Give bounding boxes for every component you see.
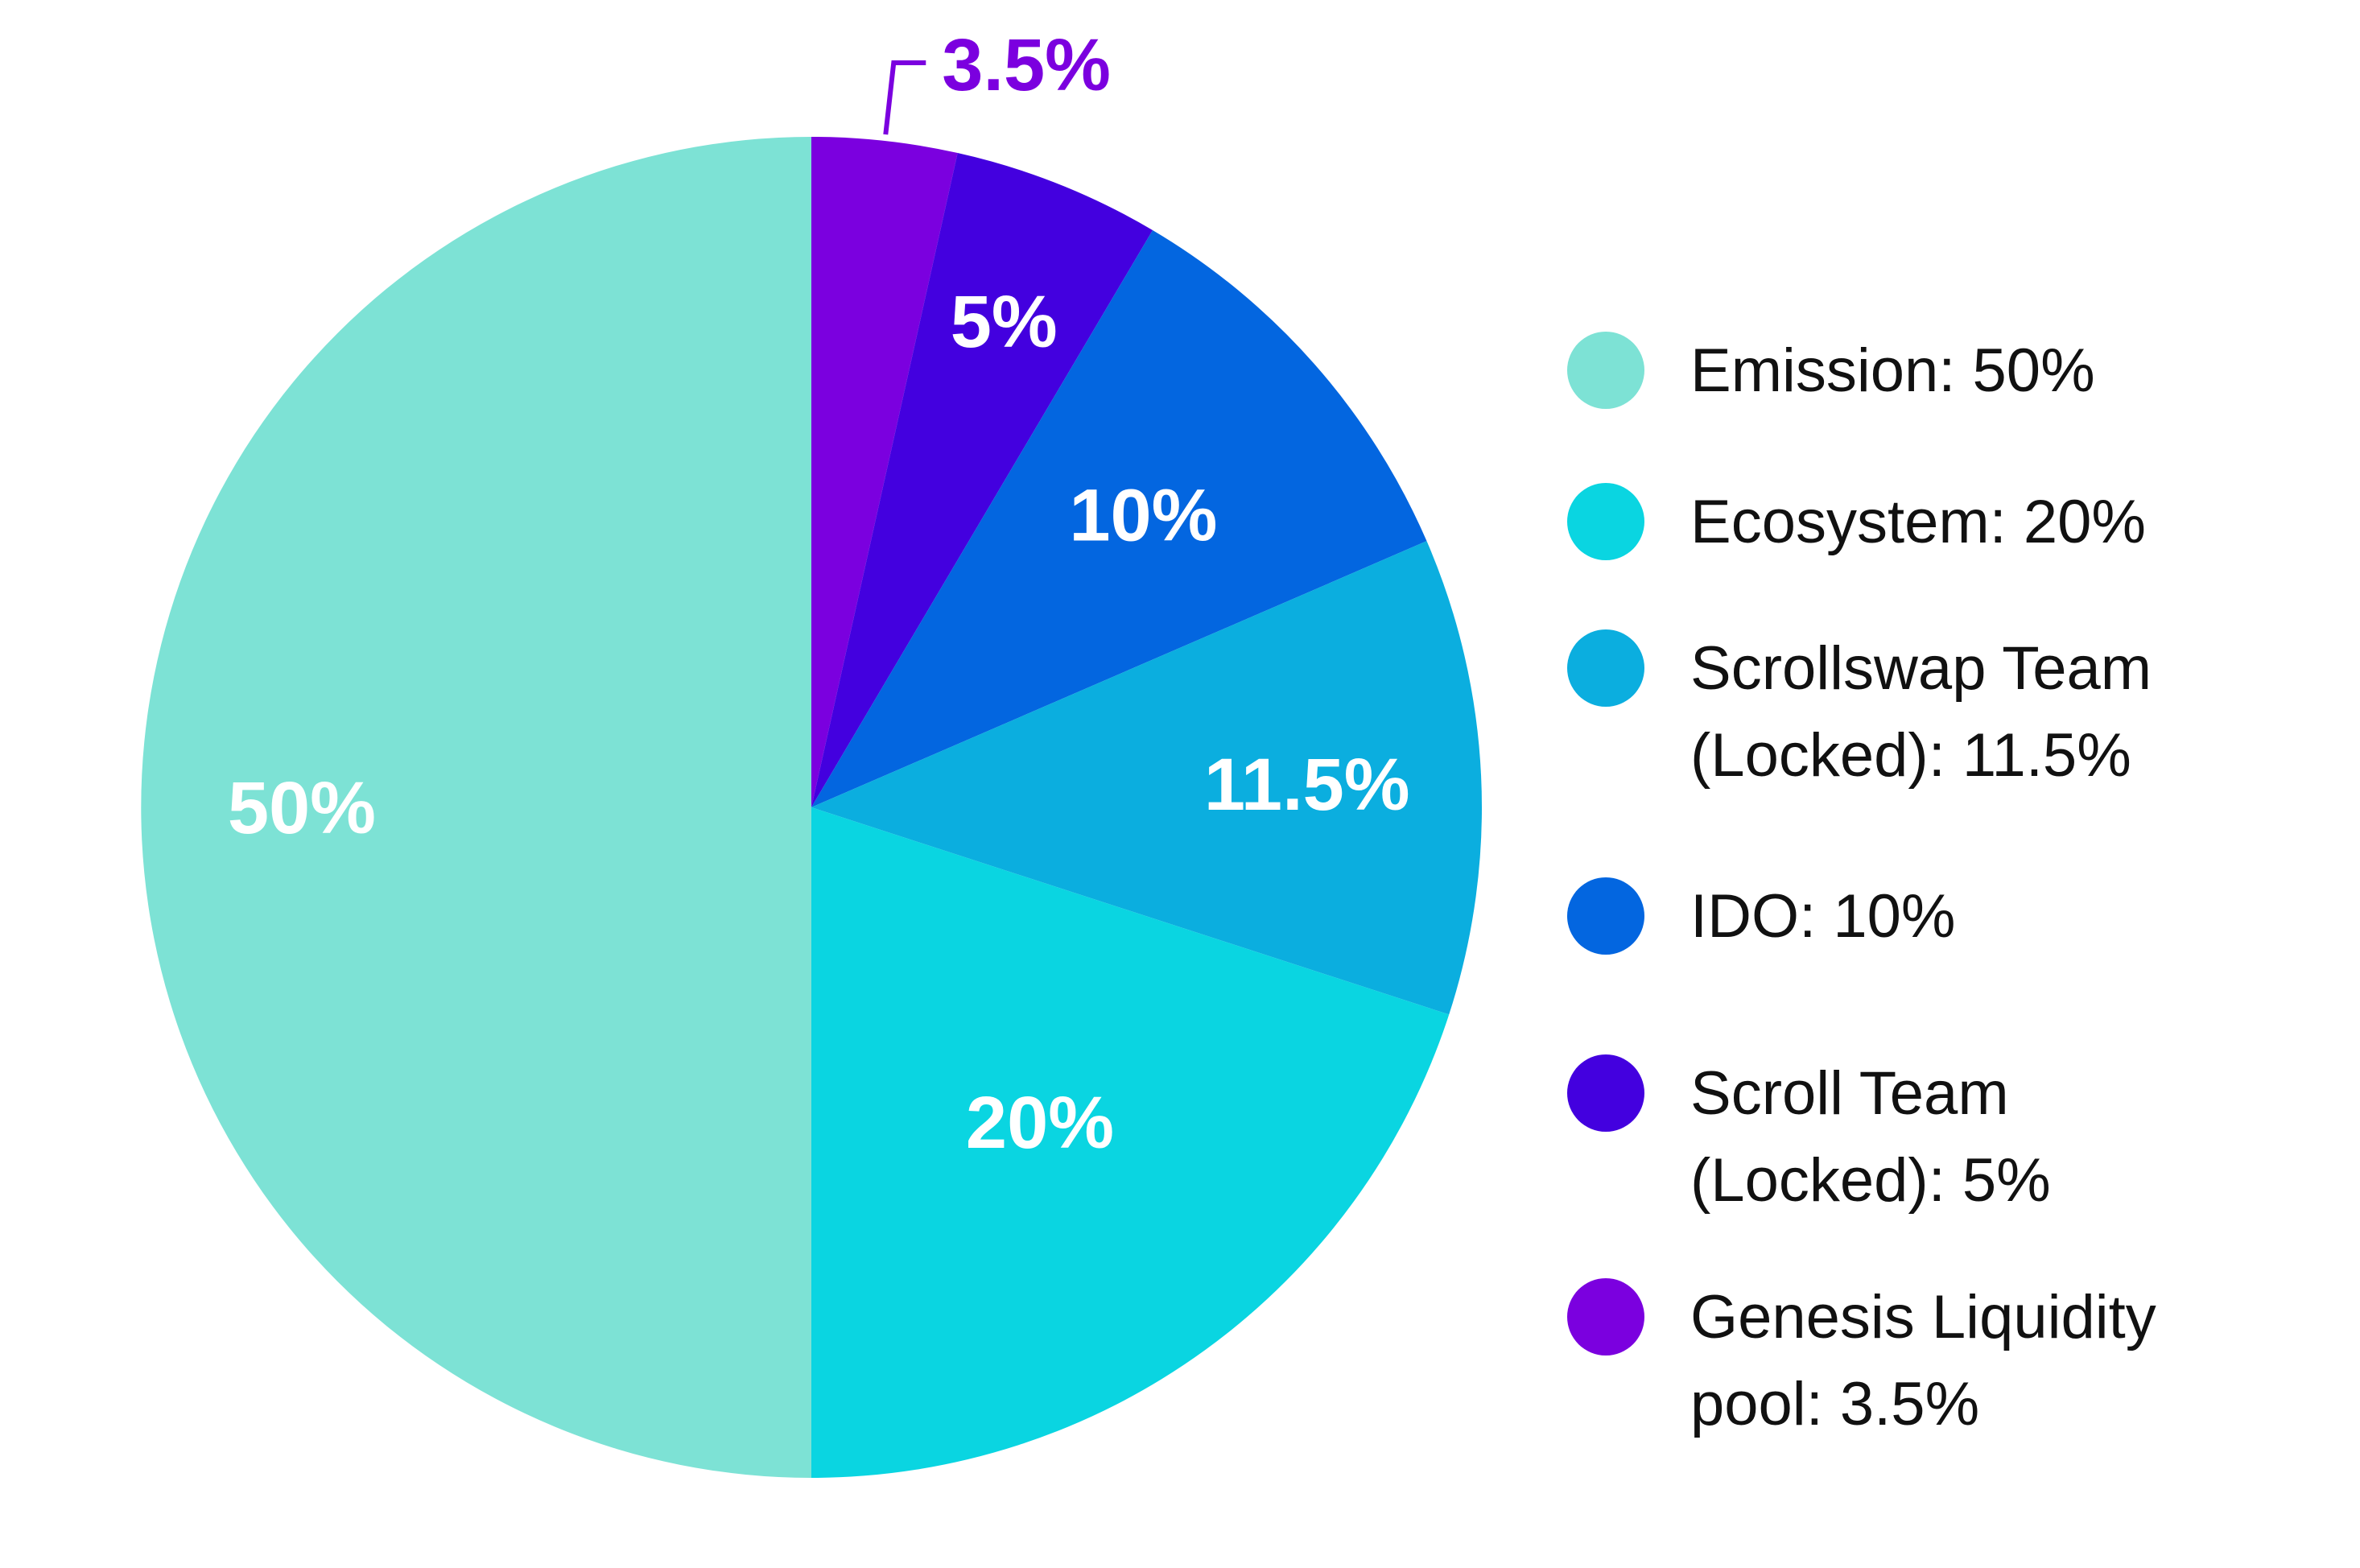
pie-slices [141,137,1482,1478]
slice-label-scrollswap-team-locked: 11.5% [1204,744,1410,826]
pie-slice-ido [811,230,1427,807]
pie-slice-emission [141,137,811,1478]
legend-swatch-emission [1567,332,1644,409]
slice-label-ecosystem: 20% [966,1082,1114,1164]
legend-swatch-genesis-liquidity-pool [1567,1278,1644,1355]
callout-label-genesis-liquidity-pool: 3.5% [942,24,1111,106]
legend-label-genesis-liquidity-pool-line-2: pool: 3.5% [1690,1370,1979,1438]
legend-label-emission: Emission: 50% [1690,336,2095,405]
legend-label-ido: IDO: 10% [1690,882,1955,951]
legend-item-genesis-liquidity-pool: Genesis Liquidity pool: 3.5% [1567,1278,2156,1438]
legend-swatch-scroll-team-locked [1567,1054,1644,1132]
legend-label-scrollswap-team-locked-line-1: Scrollswap Team [1690,634,2152,703]
legend-swatch-scrollswap-team-locked [1567,629,1644,707]
pie-slice-ecosystem [811,807,1450,1478]
legend-item-ecosystem: Ecosystem: 20% [1567,483,2146,560]
legend-swatch-ecosystem [1567,483,1644,560]
legend-item-scrollswap-team-locked: Scrollswap Team (Locked): 11.5% [1567,629,2152,790]
slice-label-scroll-team-locked: 5% [951,281,1058,363]
pie-slice-scroll-team-locked [811,153,1153,807]
legend-label-genesis-liquidity-pool-line-1: Genesis Liquidity [1690,1283,2156,1351]
legend-label-scrollswap-team-locked-line-2: (Locked): 11.5% [1690,721,2131,790]
legend-label-scroll-team-locked-line-2: (Locked): 5% [1690,1146,2051,1215]
legend: Emission: 50% Ecosystem: 20% Scrollswap Te… [1567,332,2156,1438]
slice-label-emission: 50% [228,767,376,849]
legend-item-emission: Emission: 50% [1567,332,2095,409]
slice-label-ido: 10% [1069,474,1217,556]
legend-item-scroll-team-locked: Scroll Team (Locked): 5% [1567,1054,2051,1215]
callout-line-genesis-liquidity-pool [883,60,926,135]
legend-swatch-ido [1567,877,1644,955]
legend-label-ecosystem: Ecosystem: 20% [1690,488,2146,556]
slice-labels: 50% 20% 11.5% 10% 5% 3.5% [228,24,1410,1164]
legend-label-scroll-team-locked-line-1: Scroll Team [1690,1059,2009,1128]
pie-slice-genesis-liquidity-pool [811,137,958,807]
pie-slice-scrollswap-team-locked [811,541,1482,1015]
legend-item-ido: IDO: 10% [1567,877,1955,955]
